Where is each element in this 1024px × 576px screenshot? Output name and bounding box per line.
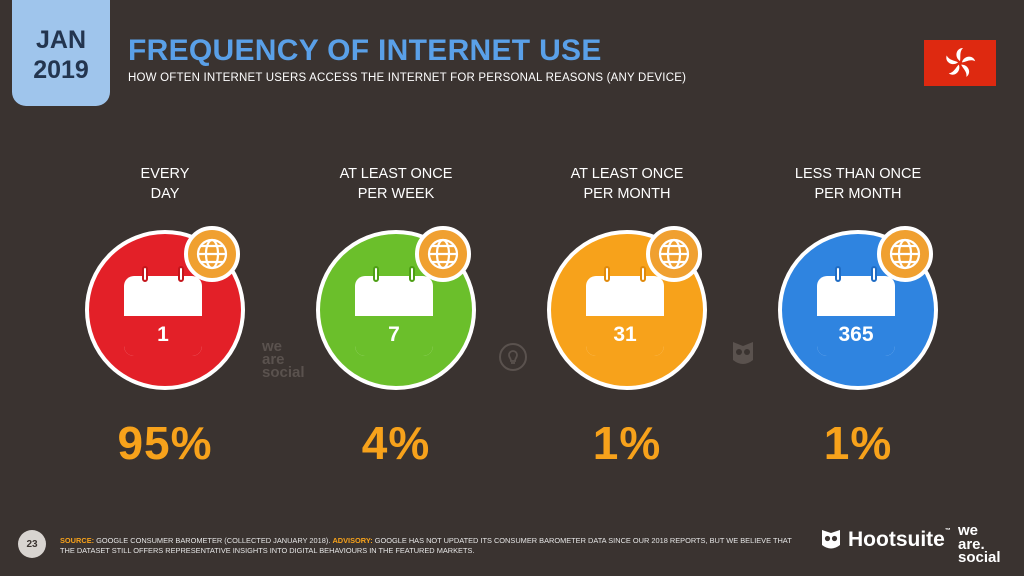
hootsuite-wordmark: Hootsuite™ (848, 528, 951, 551)
column-label: LESS THAN ONCE PER MONTH (794, 166, 922, 202)
frequency-column-monthly: AT LEAST ONCE PER MONTH 31 1% (527, 164, 727, 470)
calendar-ring (373, 266, 379, 282)
percentage-value: 1% (592, 417, 662, 469)
frequency-disc: 365 (773, 222, 943, 392)
percentage-value: 4% (361, 417, 431, 469)
calendar-ring (640, 266, 646, 282)
page-number-badge: 23 (18, 530, 46, 558)
frequency-disc: 31 (542, 222, 712, 392)
we-are-social-logo: we are. social (958, 522, 1001, 566)
calendar-ring (604, 266, 610, 282)
globe-icon (184, 226, 240, 282)
column-label: EVERY DAY (140, 166, 190, 202)
we-are-social-watermark: we are social (262, 338, 305, 381)
hootsuite-owl-icon (822, 530, 840, 549)
calendar-ring (871, 266, 877, 282)
calendar-number: 365 (838, 323, 874, 346)
date-year: 2019 (33, 56, 89, 84)
calendar-number: 31 (613, 323, 637, 346)
calendar-icon: 1 (124, 276, 202, 356)
percentage-value: 1% (823, 417, 893, 469)
frequency-column-less-than-monthly: LESS THAN ONCE PER MONTH 365 1% (758, 164, 958, 470)
frequency-disc: 7 (311, 222, 481, 392)
globe-icon (646, 226, 702, 282)
calendar-ring (409, 266, 415, 282)
calendar-icon: 31 (586, 276, 664, 356)
hong-kong-flag (924, 40, 996, 86)
page-subtitle: HOW OFTEN INTERNET USERS ACCESS THE INTE… (128, 72, 687, 84)
column-label: AT LEAST ONCE PER WEEK (339, 166, 453, 202)
calendar-icon: 365 (817, 276, 895, 356)
page-title: FREQUENCY OF INTERNET USE (128, 34, 602, 67)
frequency-disc: 1 (80, 222, 250, 392)
globe-icon (877, 226, 933, 282)
column-label: AT LEAST ONCE PER MONTH (570, 166, 684, 202)
date-month: JAN (35, 26, 86, 54)
hootsuite-logo: Hootsuite™ (820, 528, 951, 552)
calendar-number: 1 (157, 323, 169, 346)
calendar-icon: 7 (355, 276, 433, 356)
frequency-column-every-day: EVERY DAY 1 95% (65, 164, 265, 470)
globe-icon (415, 226, 471, 282)
source-footnote: SOURCE: GOOGLE CONSUMER BAROMETER (COLLE… (60, 536, 792, 555)
calendar-ring (178, 266, 184, 282)
date-tab: JAN 2019 (12, 0, 110, 106)
owl-icon (730, 340, 756, 373)
calendar-ring (835, 266, 841, 282)
calendar-number: 7 (388, 323, 400, 346)
bauhinia-icon (946, 48, 976, 77)
frequency-column-weekly: AT LEAST ONCE PER WEEK 7 4% (296, 164, 496, 470)
lightbulb-icon (498, 342, 528, 377)
calendar-ring (142, 266, 148, 282)
percentage-value: 95% (117, 417, 213, 469)
